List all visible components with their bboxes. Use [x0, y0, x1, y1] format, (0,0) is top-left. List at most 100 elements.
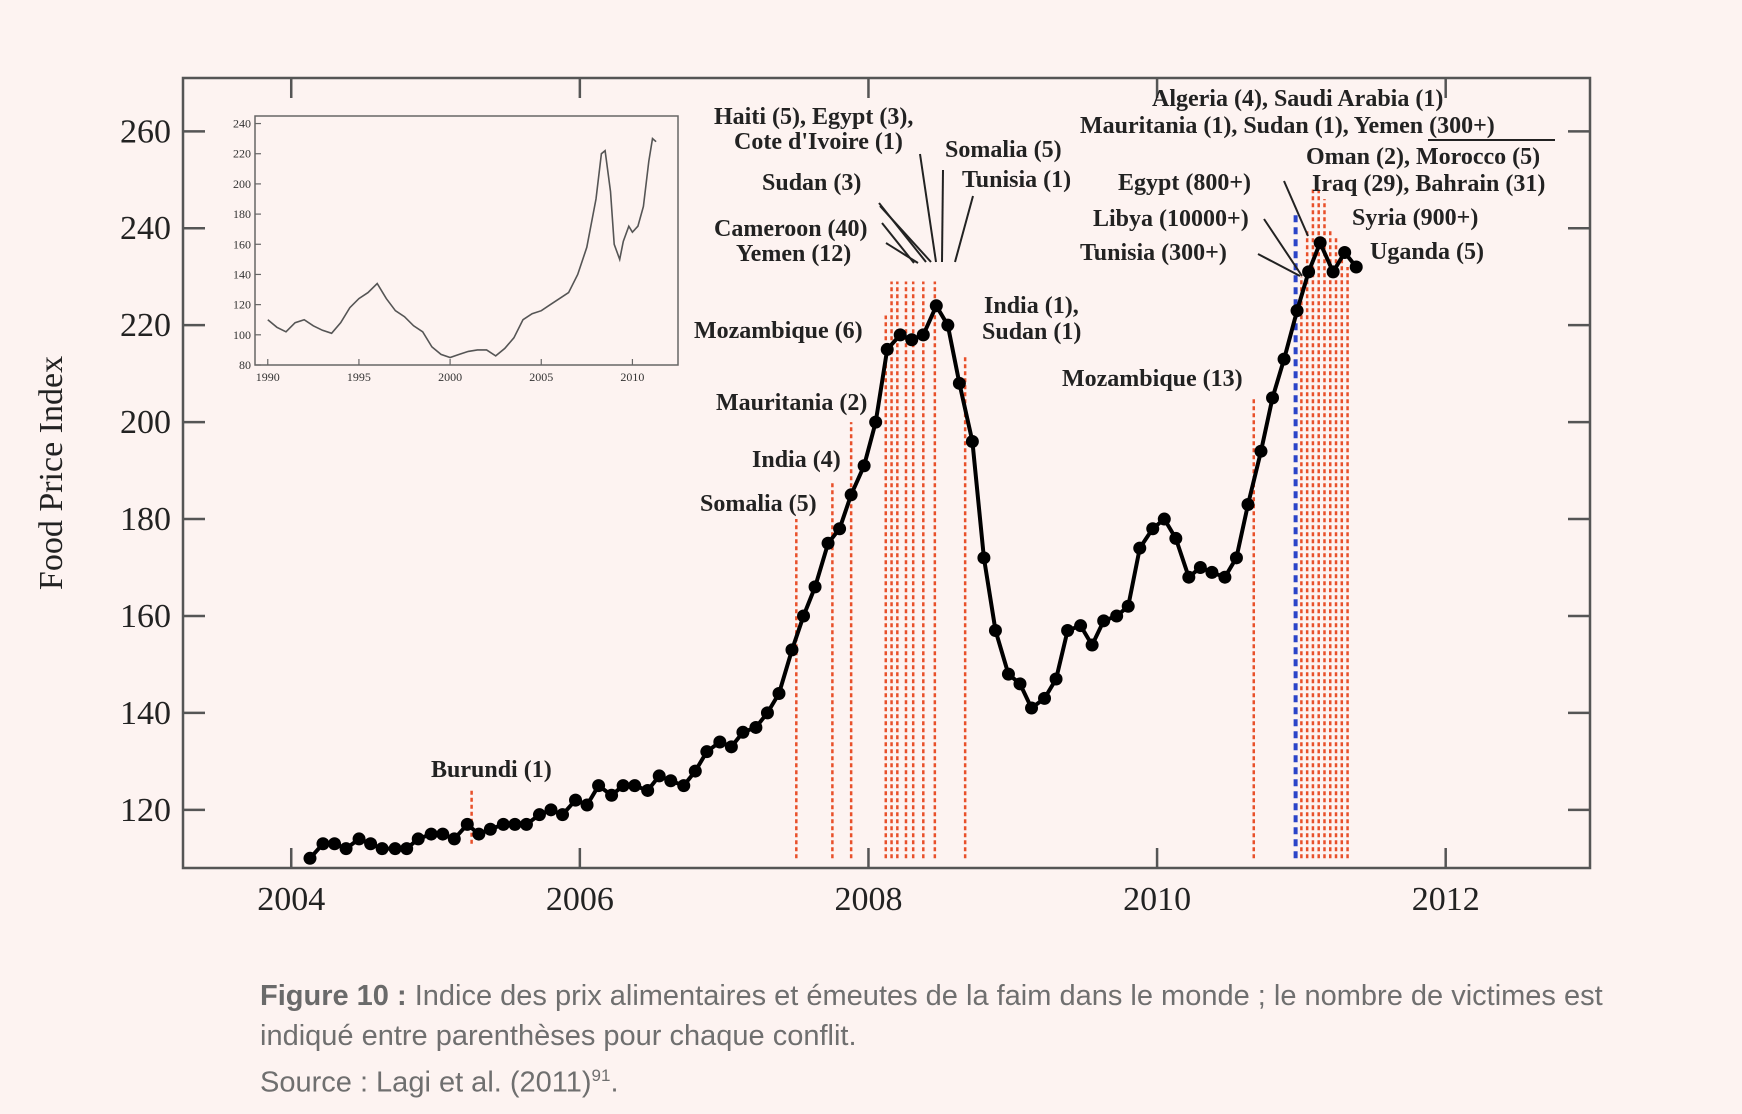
inset-y-tick-label: 100 [233, 328, 251, 342]
x-tick-label: 2008 [834, 881, 902, 918]
leader-line [1283, 180, 1309, 237]
leader-line [885, 242, 919, 264]
annotation-lines [470, 189, 1349, 859]
inset-x-tick-label: 2000 [438, 370, 462, 384]
data-point [1277, 352, 1291, 366]
data-point [508, 817, 522, 831]
data-point [1013, 677, 1027, 691]
data-point [713, 735, 727, 749]
data-point [869, 415, 883, 429]
data-point [700, 745, 714, 759]
data-point [1290, 304, 1304, 318]
data-point [447, 832, 461, 846]
annotation-label: Mauritania (2) [716, 390, 867, 416]
data-point [1241, 498, 1255, 512]
leader-line [941, 169, 944, 263]
annotation-label: Sudan (1) [982, 319, 1081, 345]
inset-y-tick-label: 140 [233, 267, 251, 281]
data-point [1025, 701, 1039, 715]
annotation-label: Mozambique (6) [694, 318, 863, 344]
data-point [952, 376, 966, 390]
data-point [483, 822, 497, 836]
annotation-label: Tunisia (1) [962, 167, 1071, 193]
data-point [496, 817, 510, 831]
data-point [303, 851, 317, 865]
annotation-label: Libya (10000+) [1093, 206, 1249, 232]
y-tick-label: 240 [120, 210, 171, 247]
data-point [941, 318, 955, 332]
data-point [1146, 522, 1160, 536]
data-point [833, 522, 847, 536]
data-point [1074, 619, 1088, 633]
data-point [929, 299, 943, 313]
data-point [797, 609, 811, 623]
caption-prefix: Figure 10 : [260, 980, 407, 1012]
data-point [569, 793, 583, 807]
data-point [857, 459, 871, 473]
data-point [664, 774, 678, 788]
annotation-label: Yemen (12) [736, 241, 851, 267]
data-point [1001, 667, 1015, 681]
caption-ref: 91 [591, 1066, 611, 1085]
data-point [1157, 512, 1171, 526]
data-point [1110, 609, 1124, 623]
data-point [1349, 260, 1363, 274]
data-point [364, 837, 378, 851]
plot-frame [181, 76, 1592, 870]
data-point [328, 837, 342, 851]
data-point [580, 798, 594, 812]
main-plot: 120 140 160 180 200 220 240 260 2004 2006 2008 2010… [33, 76, 1592, 918]
data-point [1097, 614, 1111, 628]
annotation-label: India (4) [752, 447, 841, 473]
data-point [821, 536, 835, 550]
data-point [411, 832, 425, 846]
data-point [339, 842, 353, 856]
data-point [749, 720, 763, 734]
data-point [652, 769, 666, 783]
data-point [1313, 236, 1327, 250]
data-point [893, 328, 907, 342]
annotation-label: Mauritania (1), Sudan (1), Yemen (300+) [1080, 113, 1495, 139]
data-point [916, 328, 930, 342]
data-point [1121, 599, 1135, 613]
data-point [616, 779, 630, 793]
annotation-label: Haiti (5), Egypt (3), [714, 104, 913, 130]
data-point [556, 808, 570, 822]
data-point [760, 706, 774, 720]
data-point [472, 827, 486, 841]
annotation-label: Tunisia (300+) [1080, 240, 1227, 266]
y-tick-label: 220 [120, 307, 171, 344]
data-point [1085, 638, 1099, 652]
data-point [1038, 691, 1052, 705]
figure-caption: Figure 10 : Indice des prix alimentaires… [260, 976, 1640, 1103]
data-point [641, 783, 655, 797]
data-point [844, 488, 858, 502]
annotation-label: Oman (2), Morocco (5) [1306, 144, 1540, 170]
data-point [544, 803, 558, 817]
annotation-label: Mozambique (13) [1062, 366, 1243, 392]
data-point [436, 827, 450, 841]
data-point [977, 551, 991, 565]
food-price-series [303, 236, 1363, 865]
inset-x-tick-label: 1995 [347, 370, 371, 384]
data-point [1326, 265, 1340, 279]
data-point [1205, 565, 1219, 579]
data-point [532, 808, 546, 822]
y-tick-label: 200 [120, 404, 171, 441]
annotation-label: Somalia (5) [700, 491, 817, 517]
y-tick-label: 120 [120, 792, 171, 829]
data-point [772, 687, 786, 701]
leader-line [954, 195, 974, 263]
data-point [736, 725, 750, 739]
data-point [1169, 531, 1183, 545]
annotation-label: Sudan (3) [762, 170, 861, 196]
inset-y-tick-label: 80 [239, 358, 251, 372]
x-tick-label: 2012 [1412, 881, 1480, 918]
data-point [375, 842, 389, 856]
leader-line [919, 153, 937, 263]
data-point [785, 643, 799, 657]
annotation-label: Egypt (800+) [1118, 170, 1251, 196]
data-point [1218, 570, 1232, 584]
data-point [628, 779, 642, 793]
data-point [808, 580, 822, 594]
